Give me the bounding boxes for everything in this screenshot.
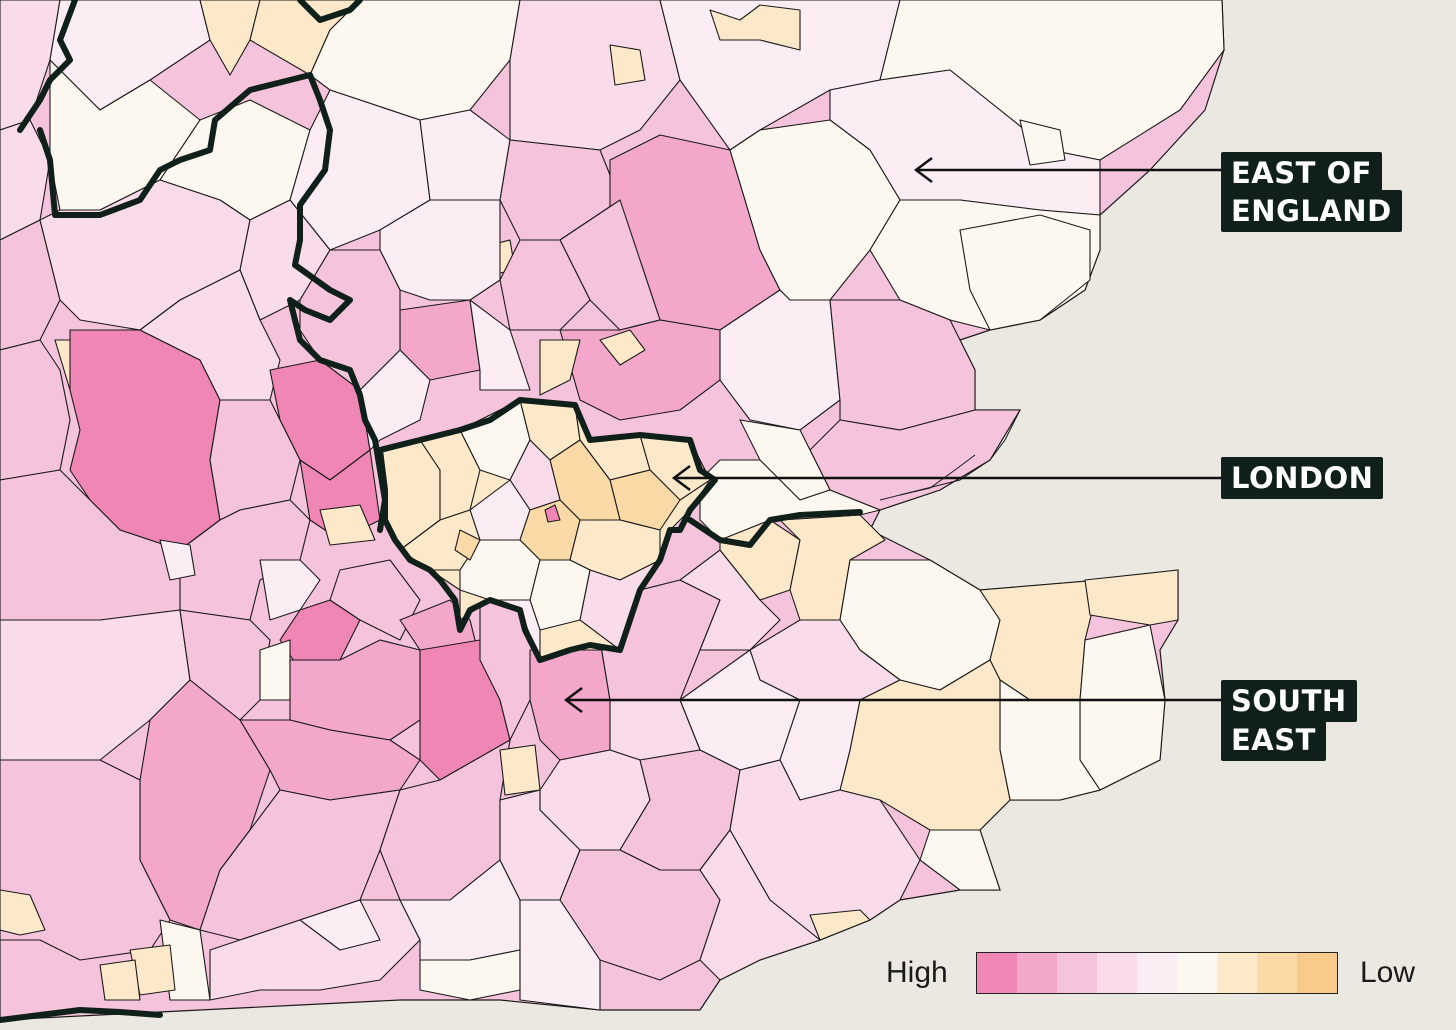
label-east-line-2: ENGLAND: [1231, 194, 1392, 228]
legend-swatch-6: [1177, 953, 1217, 993]
label-london-text: LONDON: [1231, 461, 1374, 495]
legend-swatch-1: [977, 953, 1017, 993]
legend-swatch-5: [1137, 953, 1177, 993]
label-east-of-england-line2: ENGLAND: [1221, 190, 1402, 232]
legend-high-label: High: [886, 956, 948, 989]
east-of-england-boundary: [17, 0, 388, 533]
legend-low-label: Low: [1360, 956, 1416, 989]
label-east-line-1: EAST OF: [1231, 156, 1372, 190]
annotation-arrows: [563, 157, 1222, 713]
label-south-east-line-2: EAST: [1231, 723, 1316, 757]
label-south-east: SOUTH: [1221, 680, 1357, 722]
london-boundary: [377, 397, 718, 663]
legend-swatch-3: [1057, 953, 1097, 993]
label-south-east-line-1: SOUTH: [1231, 684, 1347, 718]
legend-swatch-4: [1097, 953, 1137, 993]
legend-swatch-2: [1017, 953, 1057, 993]
label-south-east-line2: EAST: [1221, 719, 1326, 761]
legend-swatch-7: [1217, 953, 1257, 993]
legend-swatch-9: [1297, 953, 1337, 993]
thames-boundary: [687, 509, 863, 548]
legend-swatch-8: [1257, 953, 1297, 993]
label-london: LONDON: [1221, 457, 1384, 499]
label-east-of-england: EAST OF: [1221, 152, 1382, 194]
legend-color-scale: [976, 952, 1338, 994]
